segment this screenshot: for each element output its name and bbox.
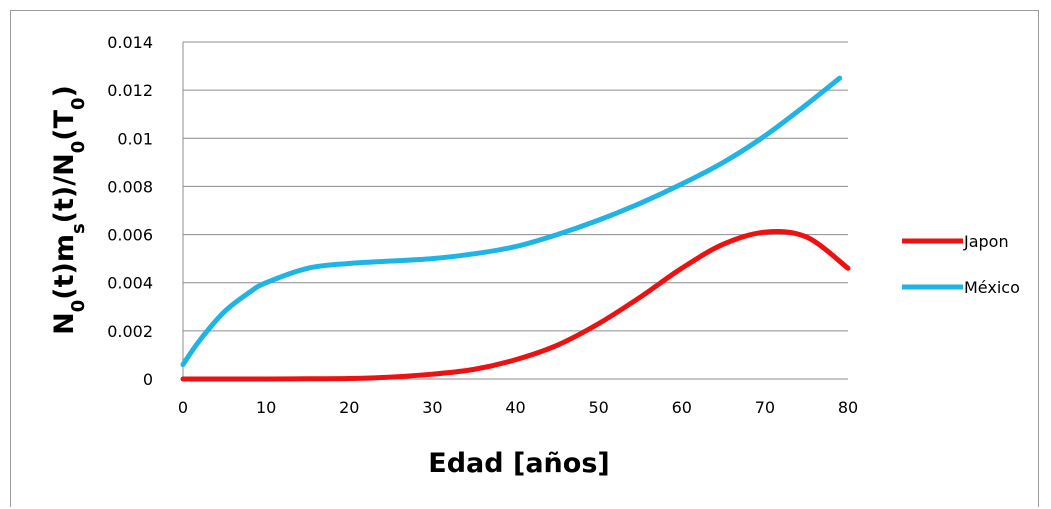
series-layer: [180, 75, 851, 382]
tick-labels: 0 0.002 0.004 0.006 0.008 0.01 0.012 0.014 0 10 20…: [107, 33, 858, 417]
y-tick-label: 0.008: [107, 177, 153, 196]
legend: Japon México: [902, 232, 1020, 297]
y-tick-label: 0.014: [107, 33, 153, 52]
x-tick-label: 70: [755, 398, 775, 417]
y-tick-label: 0.01: [117, 129, 153, 148]
legend-label-mexico: México: [964, 278, 1020, 297]
grid-lines: [183, 41, 848, 332]
y-tick-label: 0.002: [107, 322, 153, 341]
x-tick-label: 10: [256, 398, 276, 417]
chart-frame: [10, 10, 1039, 507]
y-tick-label: 0.006: [107, 226, 153, 245]
x-axis-title: Edad [años]: [428, 448, 609, 479]
x-tick-label: 80: [838, 398, 858, 417]
x-tick-label: 60: [672, 398, 692, 417]
x-tick-label: 40: [505, 398, 525, 417]
y-axis-title: N0(t)ms(t)/N0(T0): [49, 85, 89, 335]
series-line-japon: [180, 229, 851, 382]
x-tick-label: 30: [422, 398, 442, 417]
x-tick-label: 50: [588, 398, 608, 417]
series-line-mexico: [180, 75, 843, 368]
axes: [182, 42, 848, 380]
y-tick-label: 0.012: [107, 81, 153, 100]
legend-label-japon: Japon: [963, 232, 1009, 251]
x-tick-label: 0: [178, 398, 188, 417]
y-tick-label: 0.004: [107, 274, 153, 293]
y-tick-label: 0: [143, 370, 153, 389]
x-tick-label: 20: [339, 398, 359, 417]
